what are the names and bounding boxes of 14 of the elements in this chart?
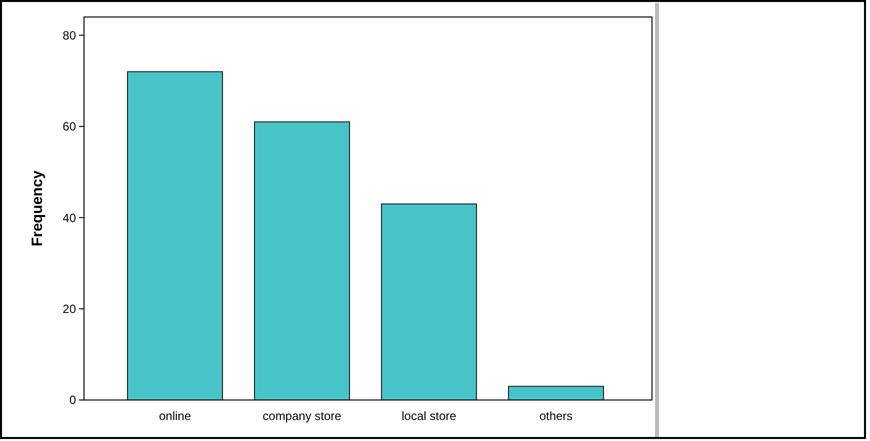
y-tick-label: 40 — [62, 210, 76, 225]
x-tick-label: local store — [402, 409, 457, 423]
bar — [254, 121, 350, 400]
bar — [127, 71, 223, 400]
x-tick-label: online — [158, 409, 192, 423]
x-tick-label: company store — [262, 409, 342, 423]
y-tick-label: 60 — [62, 120, 76, 134]
bar — [381, 203, 477, 400]
y-tick-label: 0 — [69, 393, 76, 408]
y-tick-label: 20 — [62, 302, 76, 316]
y-axis-title: Frequency — [29, 170, 46, 246]
x-tick-label: others — [539, 409, 573, 423]
y-tick-label: 80 — [62, 28, 76, 42]
bar — [508, 386, 604, 400]
